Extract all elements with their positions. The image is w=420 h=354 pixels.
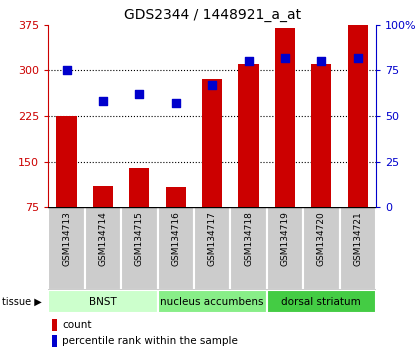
Bar: [165, 187, 186, 207]
Bar: [52, 335, 58, 347]
Point: [172, 100, 179, 106]
Point: [209, 82, 215, 88]
Bar: [230, 207, 267, 290]
Bar: [311, 64, 331, 207]
Bar: [129, 167, 150, 207]
Bar: [85, 207, 121, 290]
Text: GSM134719: GSM134719: [281, 211, 289, 266]
Bar: [57, 116, 76, 207]
Text: dorsal striatum: dorsal striatum: [281, 297, 361, 307]
Text: GSM134718: GSM134718: [244, 211, 253, 266]
Bar: [121, 207, 158, 290]
Point: [318, 58, 325, 64]
Bar: [48, 290, 158, 313]
Bar: [194, 207, 230, 290]
Bar: [52, 319, 58, 331]
Bar: [348, 25, 368, 207]
Text: GSM134721: GSM134721: [353, 211, 362, 266]
Text: GSM134717: GSM134717: [207, 211, 217, 266]
Bar: [93, 186, 113, 207]
Bar: [158, 207, 194, 290]
Bar: [267, 207, 303, 290]
Bar: [239, 64, 259, 207]
Bar: [303, 207, 339, 290]
Point: [245, 58, 252, 64]
Title: GDS2344 / 1448921_a_at: GDS2344 / 1448921_a_at: [123, 8, 301, 22]
Text: GSM134713: GSM134713: [62, 211, 71, 266]
Bar: [275, 28, 295, 207]
Point: [136, 91, 143, 97]
Text: count: count: [63, 320, 92, 330]
Bar: [339, 207, 376, 290]
Text: GSM134714: GSM134714: [98, 211, 108, 266]
Bar: [202, 80, 222, 207]
Point: [281, 55, 288, 61]
Text: GSM134720: GSM134720: [317, 211, 326, 266]
Bar: [48, 207, 85, 290]
Text: tissue ▶: tissue ▶: [2, 297, 42, 307]
Text: BNST: BNST: [89, 297, 117, 307]
Point: [63, 68, 70, 73]
Bar: [267, 290, 376, 313]
Text: GSM134715: GSM134715: [135, 211, 144, 266]
Text: GSM134716: GSM134716: [171, 211, 180, 266]
Bar: [158, 290, 267, 313]
Text: nucleus accumbens: nucleus accumbens: [160, 297, 264, 307]
Point: [100, 98, 106, 104]
Text: percentile rank within the sample: percentile rank within the sample: [63, 336, 238, 346]
Point: [354, 55, 361, 61]
